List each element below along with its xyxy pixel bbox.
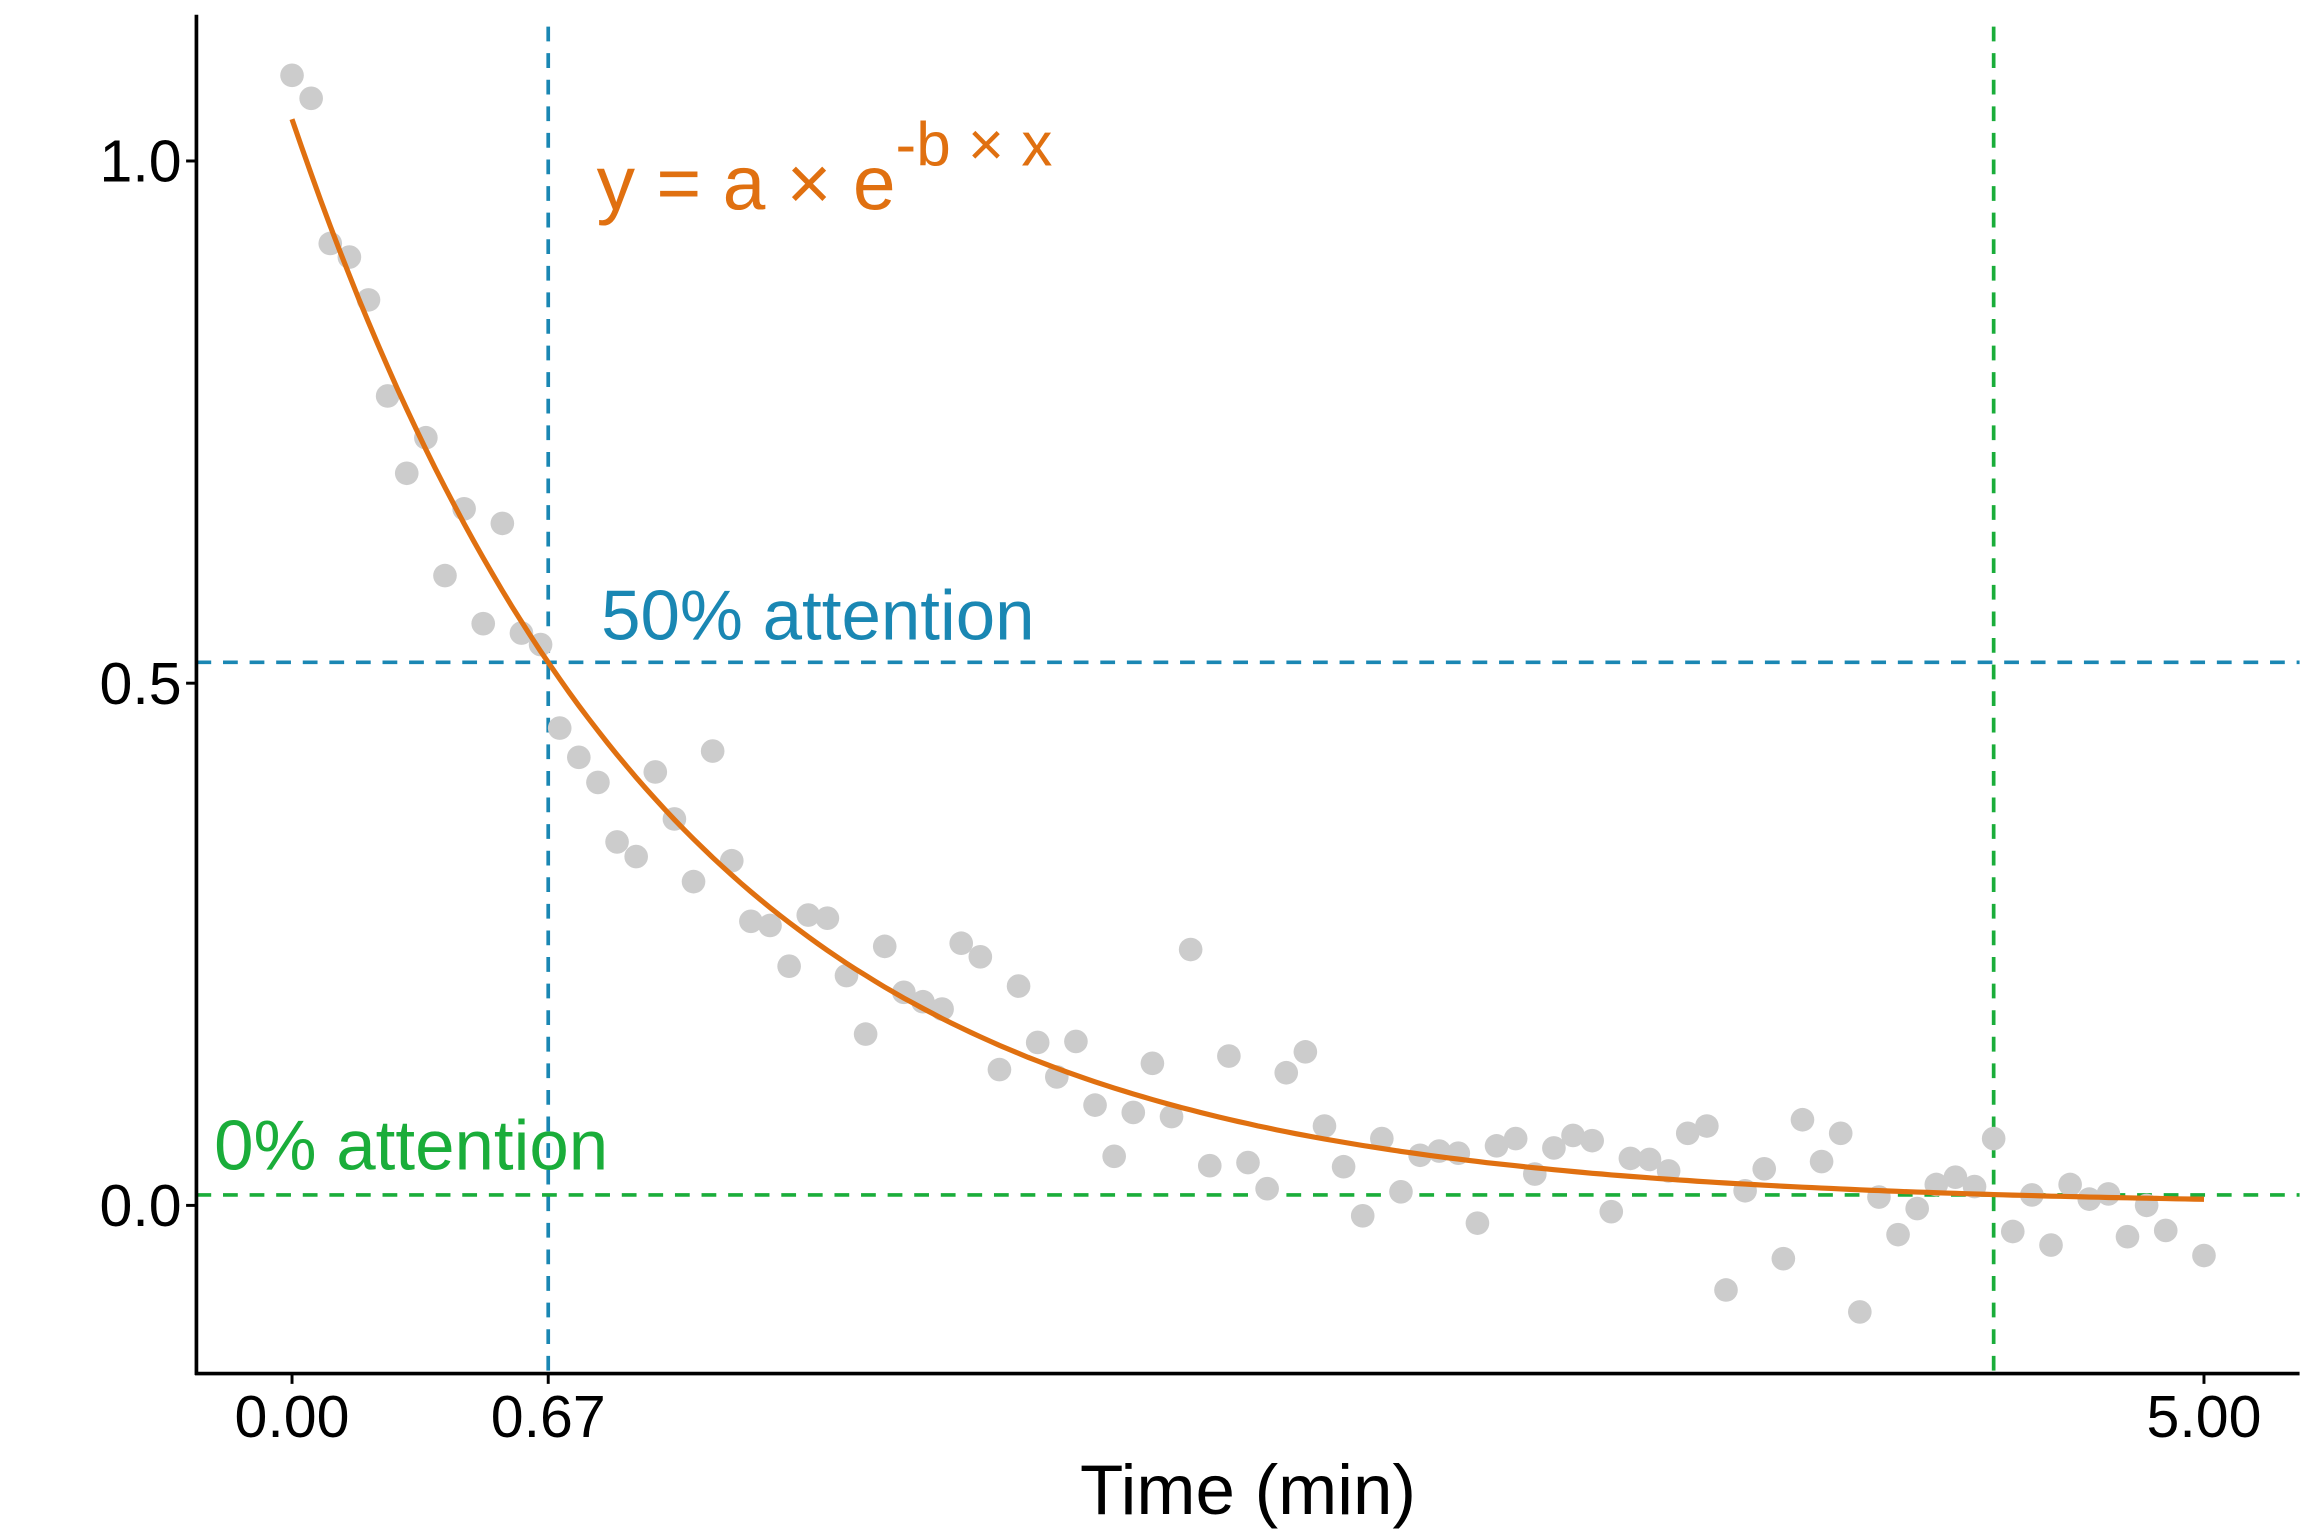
data-point [1809,1149,1834,1174]
fit-equation: y = a × e-b × x [597,110,1053,226]
data-point [1140,1051,1165,1076]
data-point [1197,1153,1222,1178]
data-point [1102,1144,1126,1169]
data-point [1370,1126,1394,1151]
data-point [433,563,457,588]
data-point [2000,1219,2025,1244]
x-tick-label: 0.67 [491,1384,606,1450]
data-point [892,980,916,1005]
data-point [1542,1136,1566,1160]
data-point [2096,1182,2121,1206]
data-point [1828,1121,1853,1146]
fit-curve [289,118,2205,1202]
data-point [490,511,515,536]
data-point [1886,1222,1910,1247]
data-point [1714,1278,1738,1302]
data-point [1083,1093,1107,1117]
data-point [1312,1114,1337,1138]
data-point [2058,1172,2082,1197]
data-point [1236,1150,1260,1175]
data-point [1465,1211,1490,1235]
data-points [280,63,2216,1324]
data-point [796,903,821,927]
y-tick-label: 0.5 [100,651,182,717]
data-point [777,954,801,979]
x-tick-label: 5.00 [2146,1384,2261,1450]
x-axis-label: Time (min) [1080,1451,1416,1530]
data-point [987,1057,1012,1082]
data-point [1025,1030,1050,1055]
data-point [547,716,572,740]
fit-equation-exponent: -b × x [896,110,1053,179]
data-point [586,770,610,795]
data-point [624,844,648,869]
data-point [375,384,400,408]
data-point [1981,1126,2006,1151]
y-tick-label: 1.0 [100,129,182,195]
axis-ticks: 0.00 0.67 5.00 0.0 0.5 1.0 [100,129,2262,1450]
data-point [1255,1176,1279,1201]
data-point [815,906,840,930]
data-point [1484,1134,1509,1158]
data-point [1159,1104,1184,1129]
data-point [1389,1179,1413,1204]
data-point [299,86,323,111]
data-point [1637,1147,1662,1172]
data-point [1293,1040,1318,1064]
data-point [1675,1121,1700,1146]
data-point [1752,1157,1777,1181]
data-point [1695,1114,1719,1138]
data-point [1121,1100,1146,1125]
data-point [394,461,419,486]
data-point [567,745,591,770]
data-point [1580,1128,1604,1153]
label-50-attention: 50% attention [601,577,1034,656]
data-point [739,909,763,934]
data-point [2153,1218,2178,1243]
data-point [853,1022,878,1046]
data-point [681,869,706,894]
data-point [1331,1154,1356,1179]
label-0-attention: 0% attention [214,1107,608,1186]
x-tick-label: 0.00 [235,1384,350,1450]
data-point [872,934,897,959]
fit-equation-main: y = a × e [597,141,896,227]
data-point [2115,1224,2140,1249]
data-point [1217,1044,1241,1068]
data-point [1350,1204,1375,1228]
y-tick-label: 0.0 [100,1173,182,1239]
data-point [1905,1196,1929,1221]
data-point [1561,1123,1585,1148]
data-point [700,739,725,763]
data-point [643,760,668,784]
data-point [1943,1165,1968,1190]
data-point [1771,1246,1796,1271]
data-point [1599,1199,1624,1224]
data-point [1790,1107,1815,1132]
data-point [1274,1060,1299,1085]
data-point [605,830,629,854]
data-point [1618,1146,1643,1171]
data-point [1178,937,1203,962]
data-point [2192,1243,2216,1268]
data-point [1006,974,1031,998]
data-point [949,931,974,956]
data-point [1503,1126,1528,1151]
data-point [758,913,782,938]
data-point [1064,1029,1088,1054]
data-point [471,611,496,636]
data-point [2039,1233,2063,1257]
data-point [968,945,993,969]
data-point [280,63,304,88]
data-point [1848,1300,1872,1324]
